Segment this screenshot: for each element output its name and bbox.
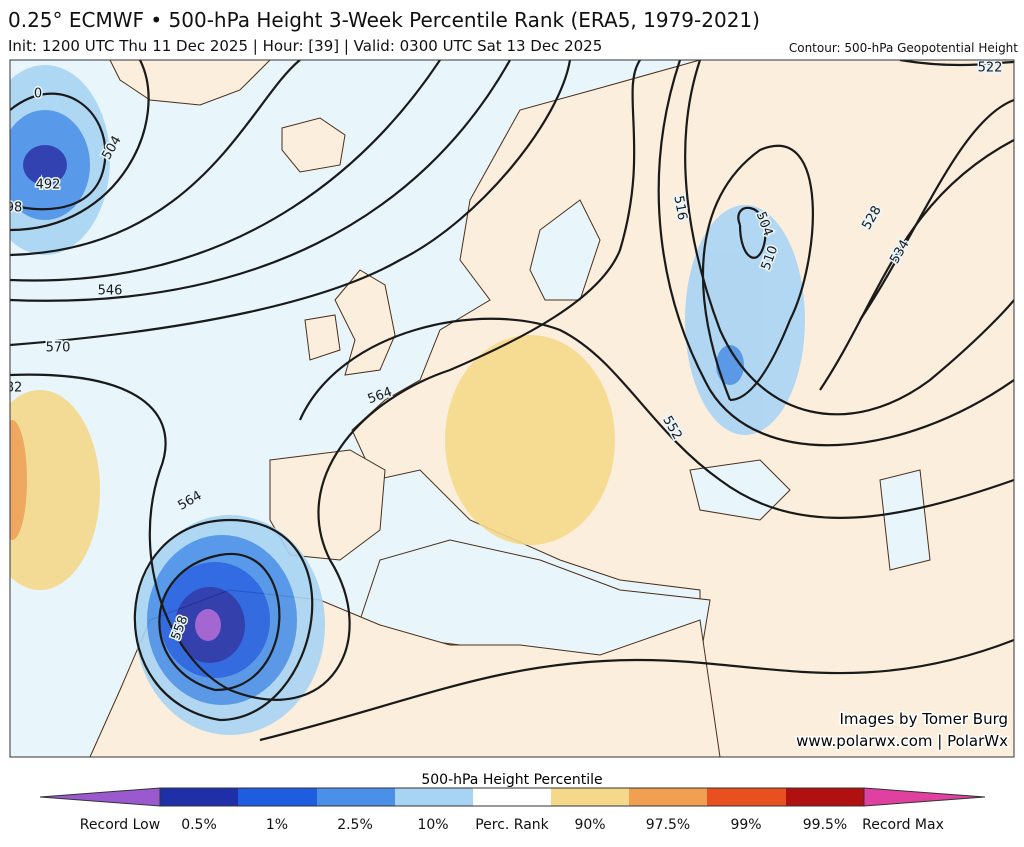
colorbar-label: 1% <box>266 817 288 833</box>
contour-label: 98 <box>6 201 23 216</box>
contour-label: 82 <box>6 381 23 396</box>
contour-label: 0 <box>34 87 42 102</box>
contour-label: 546 <box>98 284 123 299</box>
colorbar-label: 99.5% <box>803 817 847 833</box>
credit: www.polarwx.com | PolarWx <box>796 732 1008 750</box>
colorbar-label: 97.5% <box>646 817 690 833</box>
subtitle: Init: 1200 UTC Thu 11 Dec 2025 | Hour: [… <box>8 37 603 55</box>
colorbar-label: 99% <box>730 817 761 833</box>
contour-note: Contour: 500-hPa Geopotential Height <box>788 41 1018 55</box>
colorbar-title: 500-hPa Height Percentile <box>421 772 602 788</box>
colorbar <box>39 787 986 807</box>
title: 0.25° ECMWF • 500-hPa Height 3-Week Perc… <box>8 8 760 32</box>
colorbar-label: Perc. Rank <box>475 817 549 833</box>
contour-label: 492 <box>36 178 61 193</box>
colorbar-label: Record Max <box>862 817 944 833</box>
contour-label: 516 <box>670 194 689 221</box>
colorbar-label: 2.5% <box>337 817 373 833</box>
colorbar-label: 10% <box>417 817 448 833</box>
colorbar-label: 90% <box>574 817 605 833</box>
colorbar-label: Record Low <box>80 817 160 833</box>
credit: Images by Tomer Burg <box>839 710 1008 728</box>
colorbar-label: 0.5% <box>181 817 217 833</box>
contour-label: 522 <box>978 61 1003 76</box>
contour-label: 570 <box>46 341 71 356</box>
